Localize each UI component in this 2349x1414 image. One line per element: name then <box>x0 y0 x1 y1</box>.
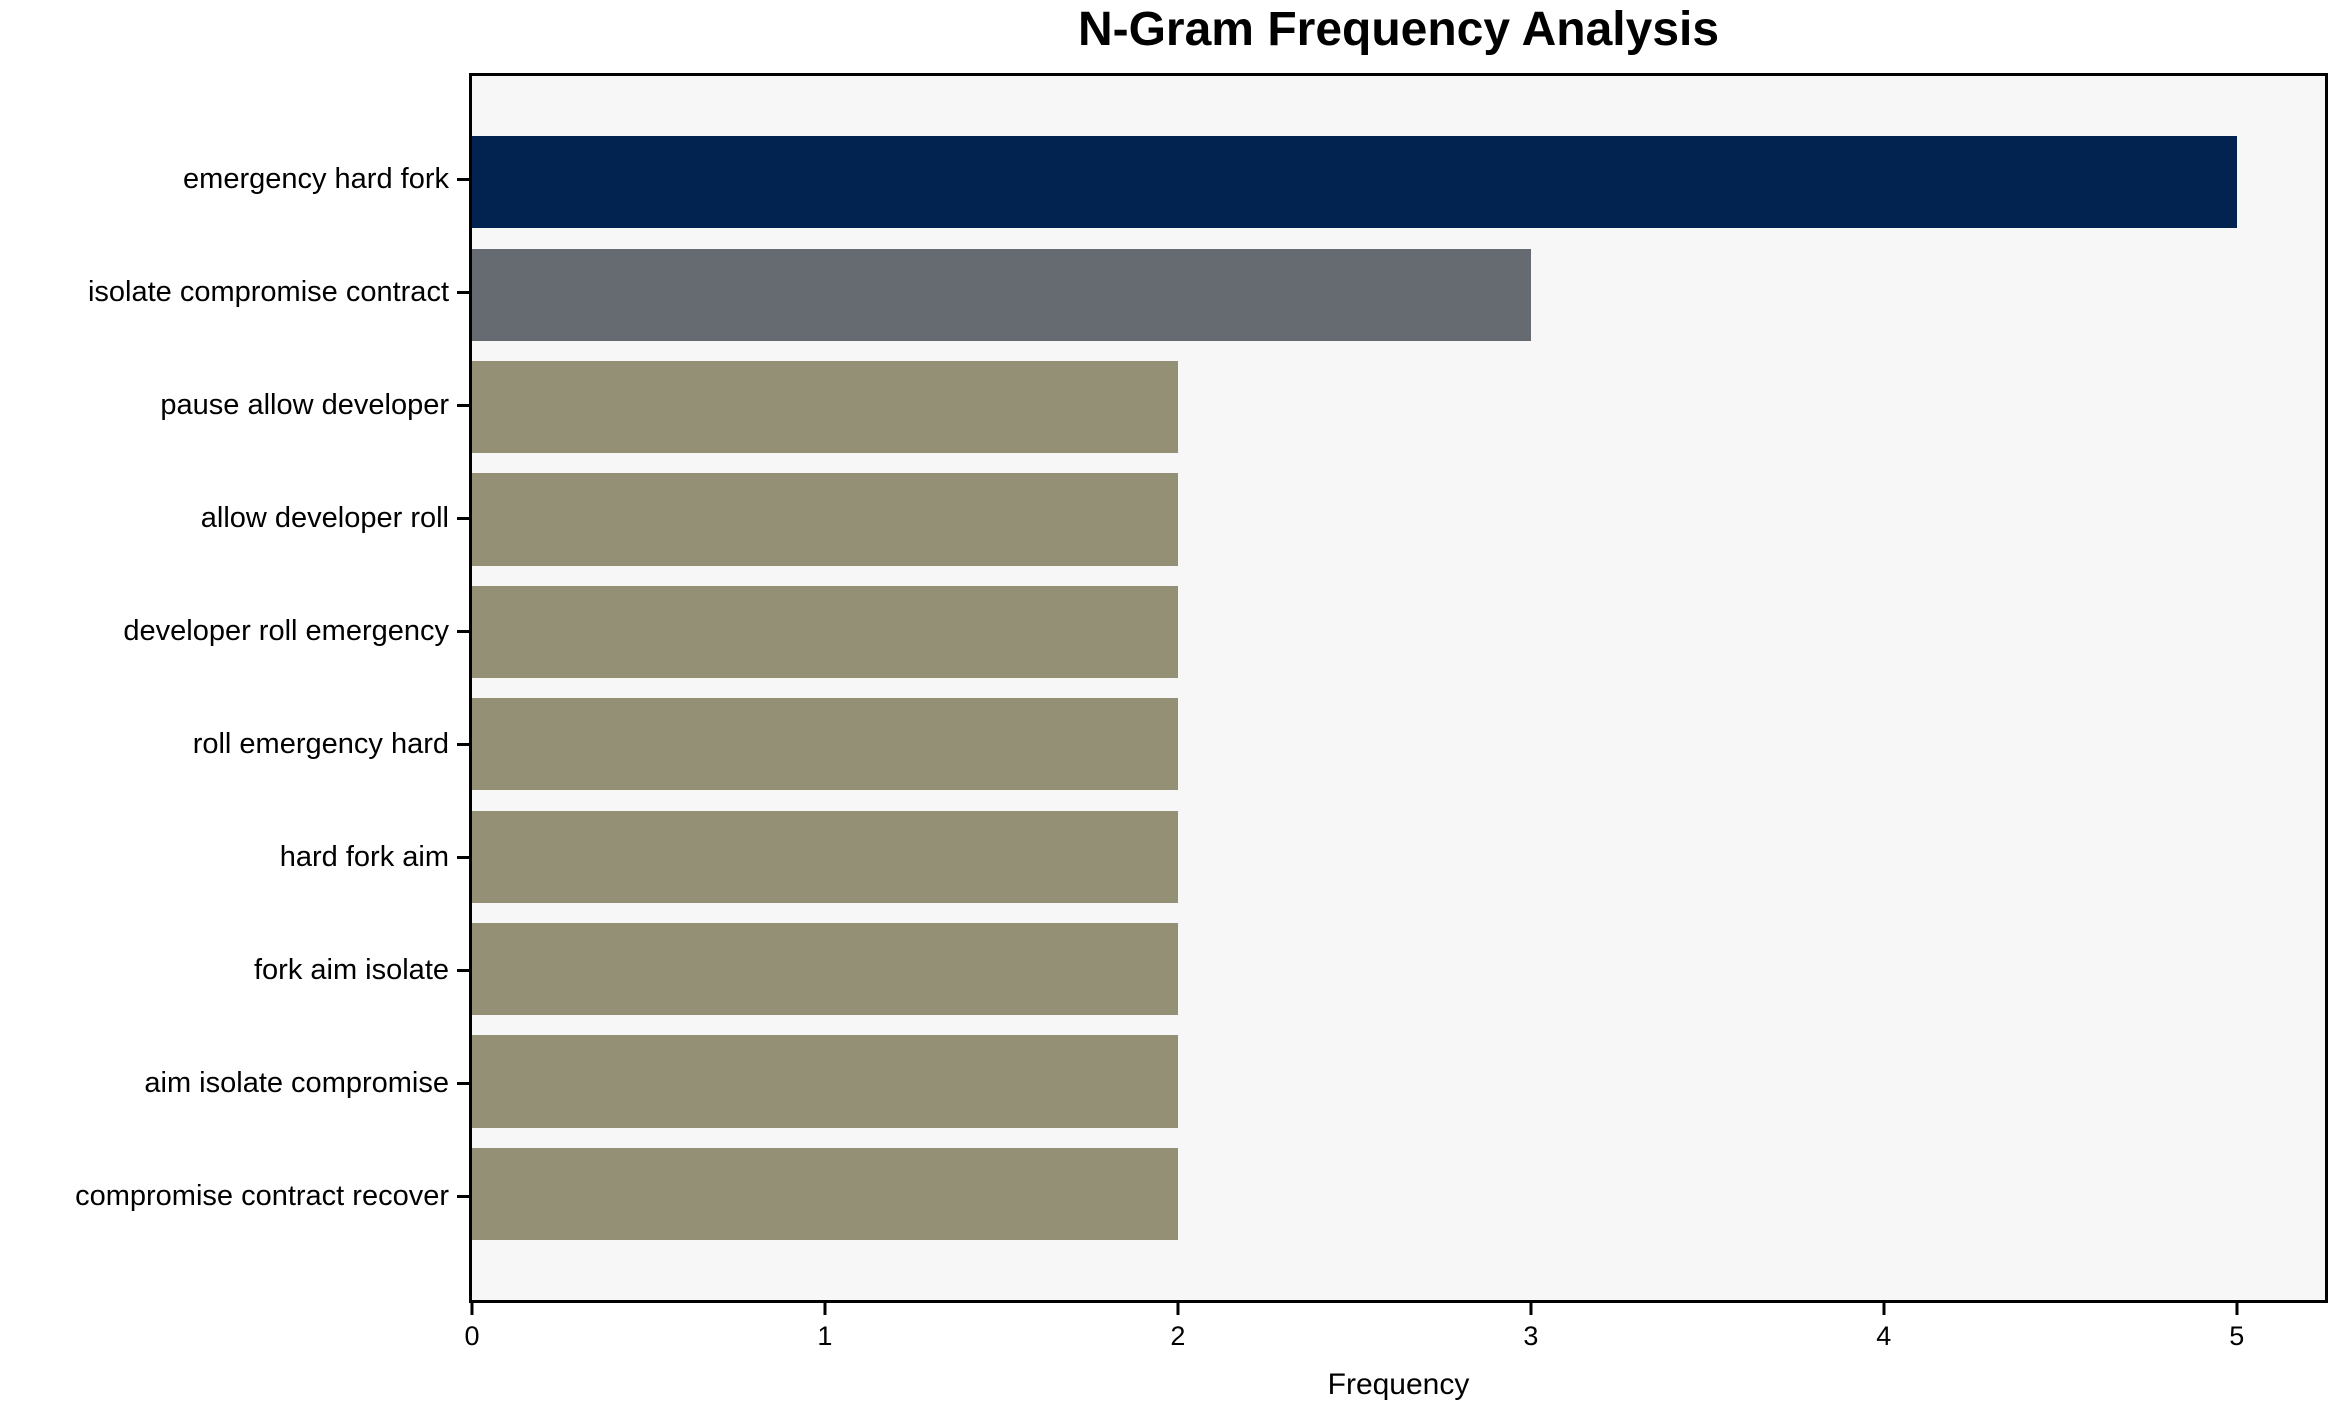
x-tick-mark <box>1882 1303 1886 1315</box>
x-tick-label: 5 <box>2229 1321 2245 1351</box>
bar <box>472 1035 1178 1128</box>
x-tick-label: 2 <box>1170 1321 1186 1351</box>
y-category-label: allow developer roll <box>200 502 449 534</box>
bar <box>472 810 1178 903</box>
y-category-label: developer roll emergency <box>123 615 449 647</box>
x-tick-mark <box>1176 1303 1180 1315</box>
y-category-row: aim isolate compromise <box>0 1027 469 1140</box>
bar <box>472 698 1178 791</box>
bar <box>472 136 2237 229</box>
y-category-row: isolate compromise contract <box>0 236 469 349</box>
y-category-label: aim isolate compromise <box>144 1067 449 1099</box>
y-tick-mark <box>457 178 469 181</box>
y-category-row: emergency hard fork <box>0 123 469 236</box>
bar <box>472 360 1178 454</box>
y-category-row: hard fork aim <box>0 801 469 914</box>
bar-row <box>472 238 2325 350</box>
x-tick: 4 <box>1876 1303 1891 1352</box>
bar <box>472 248 1531 341</box>
bar-row <box>472 913 2325 1025</box>
bar <box>472 585 1178 678</box>
y-category-row: developer roll emergency <box>0 575 469 688</box>
x-tick-mark <box>1529 1303 1533 1315</box>
x-tick-label: 0 <box>464 1321 480 1351</box>
bar <box>472 922 1178 1016</box>
y-tick-mark <box>457 517 469 520</box>
y-tick-mark <box>457 856 469 859</box>
y-axis-labels: emergency hard fork isolate compromise co… <box>0 73 469 1303</box>
bar-row <box>472 576 2325 688</box>
y-tick-mark <box>457 404 469 407</box>
x-tick-label: 1 <box>817 1321 833 1351</box>
y-category-label: pause allow developer <box>160 389 449 421</box>
bar-row <box>472 688 2325 800</box>
x-tick-mark <box>2235 1303 2239 1315</box>
chart-title: N-Gram Frequency Analysis <box>1077 3 1720 56</box>
x-tick: 5 <box>2229 1303 2244 1352</box>
bar-row <box>472 800 2325 912</box>
y-category-row: roll emergency hard <box>0 688 469 801</box>
y-category-label: fork aim isolate <box>253 954 449 986</box>
y-category-row: fork aim isolate <box>0 914 469 1027</box>
x-tick: 1 <box>817 1303 832 1352</box>
x-axis-label: Frequency <box>1327 1368 1470 1401</box>
bar <box>472 1147 1178 1240</box>
bar-row <box>472 126 2325 238</box>
bar-row <box>472 1138 2325 1250</box>
y-tick-mark <box>457 969 469 972</box>
bar-row <box>472 463 2325 575</box>
x-tick-mark <box>823 1303 827 1315</box>
y-category-label: compromise contract recover <box>75 1180 449 1212</box>
y-category-label: hard fork aim <box>279 841 449 873</box>
y-tick-mark <box>457 291 469 294</box>
bars-container <box>472 76 2325 1300</box>
y-category-label: roll emergency hard <box>192 728 449 760</box>
y-tick-mark <box>457 630 469 633</box>
x-tick: 0 <box>464 1303 480 1352</box>
y-category-row: allow developer roll <box>0 462 469 575</box>
y-tick-mark <box>457 743 469 746</box>
y-tick-mark <box>457 1195 469 1198</box>
y-category-row: compromise contract recover <box>0 1140 469 1253</box>
plot-area <box>469 73 2328 1303</box>
x-tick: 3 <box>1523 1303 1538 1352</box>
x-axis-ticks: 0 1 2 3 4 5 <box>464 1303 2325 1363</box>
y-category-label: isolate compromise contract <box>87 276 449 308</box>
x-tick: 2 <box>1170 1303 1185 1352</box>
x-tick-label: 3 <box>1523 1321 1539 1351</box>
bar-row <box>472 1025 2325 1137</box>
x-tick-label: 4 <box>1876 1321 1892 1351</box>
bar <box>472 473 1178 566</box>
bar-row <box>472 351 2325 463</box>
y-tick-mark <box>457 1082 469 1085</box>
y-category-label: emergency hard fork <box>183 163 449 195</box>
y-category-row: pause allow developer <box>0 349 469 462</box>
x-tick-mark <box>470 1303 474 1315</box>
